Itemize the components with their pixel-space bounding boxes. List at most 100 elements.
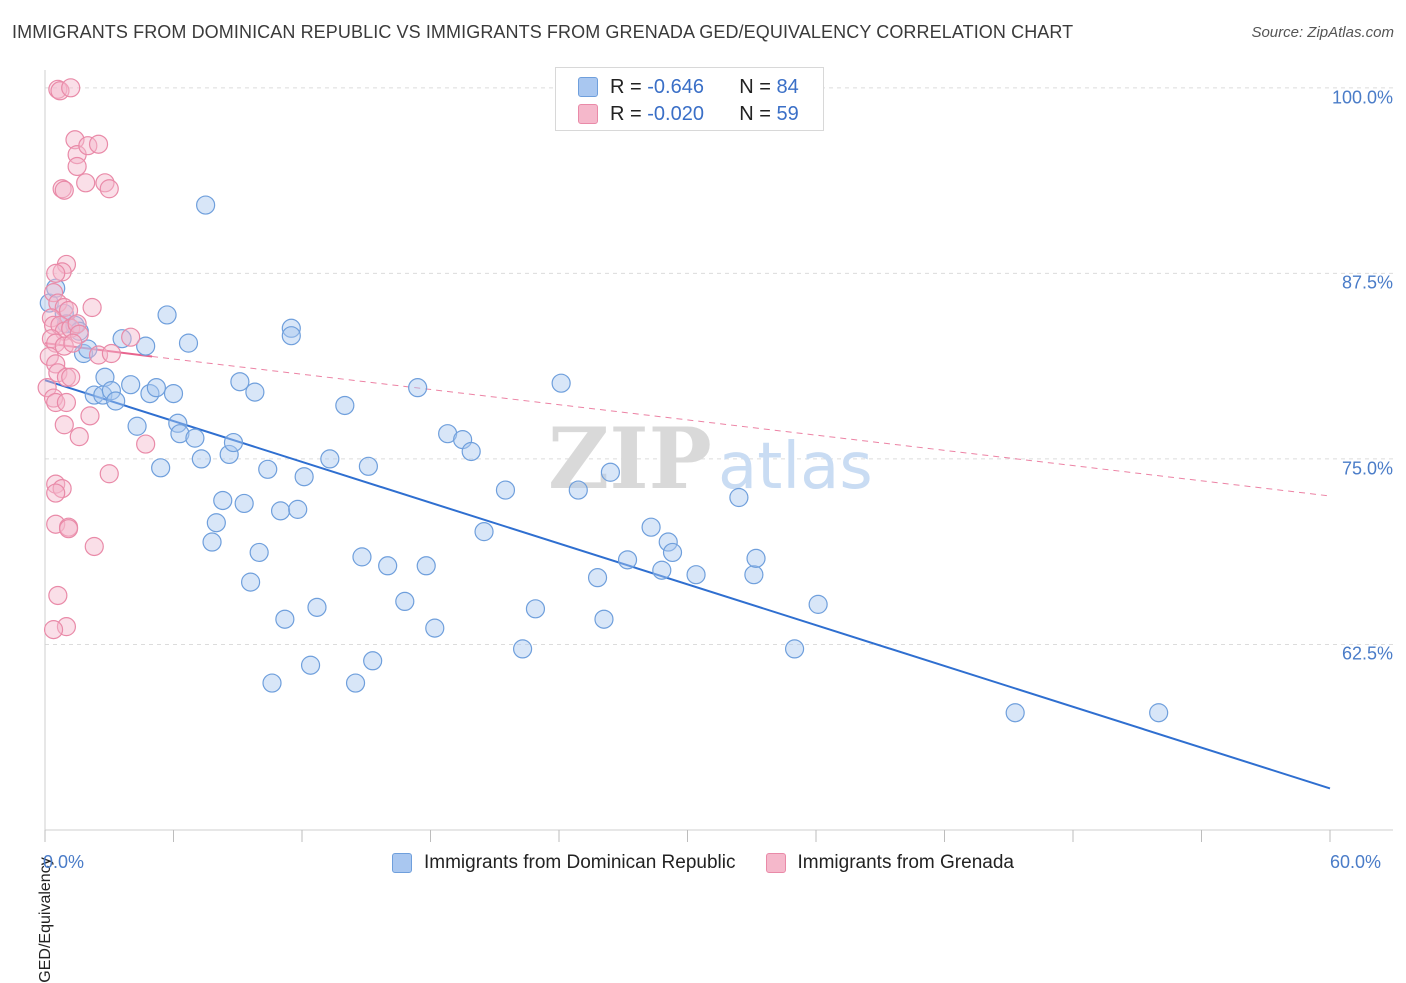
data-point-grenada (88, 134, 109, 154)
data-point-dominican (352, 547, 372, 567)
data-point-grenada (54, 180, 74, 200)
data-point-dominican (307, 597, 327, 617)
data-point-grenada (76, 173, 96, 193)
data-point-grenada (48, 585, 68, 606)
chart-canvas: ZIP atlas (37, 70, 1393, 842)
stats-legend: R = -0.646 N = 84 R = -0.020 N = 59 (555, 67, 824, 131)
data-point-dominican (587, 568, 608, 588)
legend-r-label: R = (610, 102, 648, 125)
grid-layer (45, 87, 1393, 645)
data-point-dominican (219, 444, 239, 465)
data-point-grenada (39, 346, 59, 367)
data-point-grenada (56, 367, 77, 387)
data-point-grenada (99, 464, 119, 484)
y-tick-label: 62.5% (1341, 643, 1393, 664)
source-label: Source: ZipAtlas.com (1251, 24, 1394, 41)
data-point-grenada (99, 179, 119, 199)
watermark-zip: ZIP (548, 409, 712, 508)
legend-n-value: 84 (776, 75, 799, 98)
data-point-grenada (46, 263, 66, 283)
legend-n-label: N = (739, 102, 777, 125)
legend-row-grenada: R = -0.020 N = 59 (578, 101, 799, 127)
data-point-dominican (101, 381, 121, 401)
data-point-dominican (686, 565, 706, 585)
data-point-dominican (281, 326, 301, 346)
legend-swatch-blue (578, 77, 598, 97)
data-point-grenada (121, 327, 141, 347)
data-point-dominican (746, 548, 766, 568)
data-point-dominican (744, 565, 764, 585)
data-point-dominican (185, 428, 205, 448)
data-point-dominican (320, 449, 340, 469)
legend-n-value: 59 (776, 102, 799, 125)
legend-r-value: -0.020 (647, 102, 704, 125)
legend-n-label: N = (739, 75, 777, 98)
legend-swatch-pink (578, 104, 598, 124)
data-point-dominican (270, 501, 291, 521)
data-point-dominican (345, 673, 366, 693)
data-point-grenada (37, 378, 57, 398)
data-point-grenada (43, 283, 64, 303)
series-swatch-blue (392, 853, 412, 873)
data-point-dominican (378, 556, 398, 576)
data-point-dominican (358, 456, 378, 476)
data-point-dominican (223, 432, 244, 453)
data-point-dominican (300, 655, 321, 675)
data-point-dominican (1149, 703, 1169, 723)
data-point-grenada (82, 297, 102, 318)
series-legend-label: Immigrants from Grenada (797, 852, 1014, 873)
points-layer (37, 78, 1169, 723)
data-point-dominican (178, 333, 199, 353)
data-point-grenada (136, 434, 156, 454)
legend-r-label: R = (610, 75, 648, 98)
data-point-dominican (170, 424, 190, 444)
y-tick-label: 75.0% (1341, 458, 1393, 479)
data-point-dominican (202, 532, 222, 552)
data-point-dominican (395, 591, 415, 612)
x-tick-label-min: 0.0% (43, 852, 85, 872)
data-point-dominican (146, 378, 166, 398)
y-tick-label: 87.5% (1341, 272, 1393, 293)
data-point-grenada (43, 620, 64, 640)
data-point-dominican (474, 522, 494, 542)
data-point-dominican (241, 572, 261, 592)
chart-title: IMMIGRANTS FROM DOMINICAN REPUBLIC VS IM… (12, 22, 1074, 42)
series-swatch-pink (765, 853, 786, 873)
data-point-grenada (69, 427, 89, 447)
data-point-grenada (63, 333, 83, 353)
data-point-dominican (151, 458, 171, 478)
data-point-grenada (61, 78, 81, 98)
data-point-dominican (245, 382, 265, 402)
axis-layer (44, 70, 1393, 842)
data-point-dominican (1005, 703, 1025, 723)
trend-layer (44, 342, 1331, 790)
data-point-dominican (288, 499, 308, 519)
data-point-dominican (641, 517, 661, 537)
data-point-grenada (54, 415, 74, 435)
series-legend-label: Immigrants from Dominican Republic (424, 852, 736, 873)
data-point-dominican (425, 618, 445, 638)
data-point-grenada (46, 483, 66, 503)
x-tick-label-max: 60.0% (1330, 852, 1382, 872)
data-point-dominican (234, 493, 254, 514)
data-point-dominican (662, 542, 683, 563)
data-point-dominican (729, 487, 749, 508)
data-point-dominican (249, 542, 269, 563)
data-point-grenada (48, 363, 68, 383)
data-point-dominican (121, 375, 141, 395)
data-point-dominican (525, 599, 546, 619)
trend-line-grenada (44, 342, 153, 358)
data-point-dominican (551, 373, 571, 393)
data-point-dominican (206, 513, 226, 533)
series-legend-item-grenada[interactable]: Immigrants from Grenada (765, 852, 1014, 874)
data-point-dominican (495, 480, 516, 500)
data-point-dominican (416, 556, 436, 576)
data-point-dominican (408, 378, 428, 398)
data-point-dominican (808, 594, 828, 614)
data-point-grenada (50, 81, 70, 101)
legend-row-dominican: R = -0.646 N = 84 (578, 74, 799, 100)
watermark-atlas: atlas (718, 430, 873, 504)
series-legend-item-dominican[interactable]: Immigrants from Dominican Republic (392, 852, 736, 874)
data-point-dominican (658, 532, 678, 552)
data-point-dominican (652, 560, 672, 580)
